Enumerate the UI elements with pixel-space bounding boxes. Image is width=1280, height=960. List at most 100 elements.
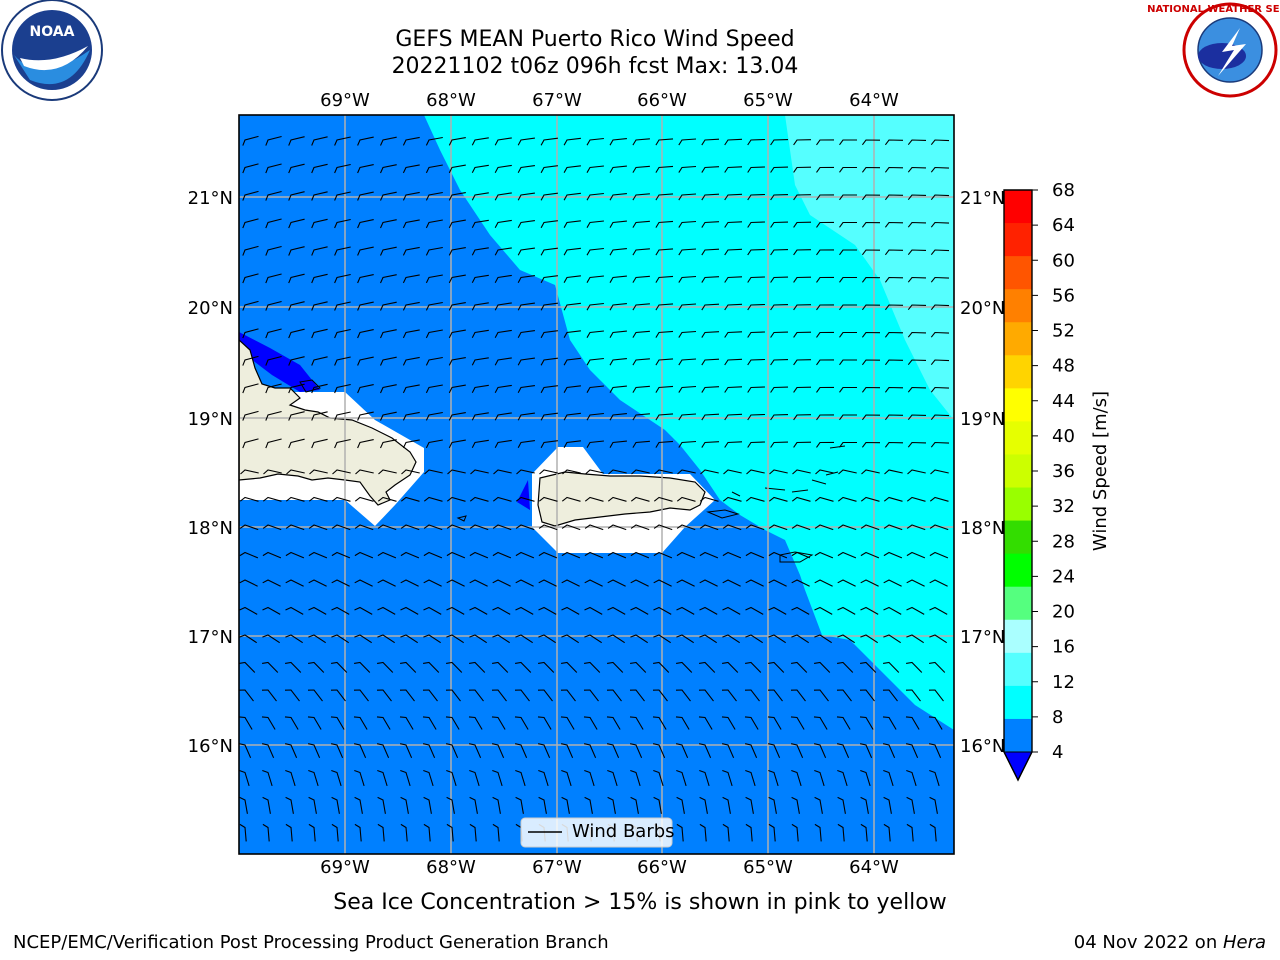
noaa-logo-text: NOAA bbox=[30, 24, 75, 40]
wind-barb bbox=[791, 769, 802, 787]
wind-barb bbox=[517, 192, 535, 201]
wind-barb bbox=[791, 796, 800, 814]
wind-barb bbox=[837, 661, 854, 673]
wind-barb bbox=[678, 275, 697, 283]
wind-barb bbox=[538, 579, 557, 587]
wind-barb bbox=[425, 219, 443, 229]
wind-fill-12-16 bbox=[785, 115, 954, 420]
wind-barb bbox=[354, 661, 371, 673]
wind-barb bbox=[354, 524, 374, 531]
wind-barb bbox=[768, 634, 787, 644]
wind-barb bbox=[334, 191, 351, 201]
lon-label: 66°W bbox=[637, 857, 687, 878]
wind-barb bbox=[907, 441, 927, 448]
wind-barb bbox=[357, 191, 374, 201]
wind-barb bbox=[400, 524, 420, 531]
wind-barb bbox=[262, 579, 281, 587]
wind-barb bbox=[767, 689, 783, 702]
wind-barb bbox=[517, 220, 535, 229]
wind-barb bbox=[699, 496, 719, 502]
wind-barb bbox=[928, 716, 943, 730]
wind-barb bbox=[607, 796, 616, 814]
wind-barb bbox=[448, 302, 466, 311]
wind-barb bbox=[468, 716, 483, 730]
wind-barb bbox=[586, 275, 604, 283]
wind-barb bbox=[402, 384, 420, 394]
wind-barb bbox=[425, 439, 443, 449]
wind-barb bbox=[379, 439, 397, 449]
wind-barb bbox=[357, 301, 374, 311]
wind-barb bbox=[678, 413, 697, 421]
wind-barb bbox=[400, 551, 420, 559]
wind-barb bbox=[907, 414, 927, 421]
wind-barb bbox=[861, 276, 881, 283]
footer-machine: Hera bbox=[1222, 932, 1266, 953]
wind-barb bbox=[262, 634, 281, 644]
wind-barb bbox=[837, 496, 857, 502]
wind-barb bbox=[307, 716, 322, 730]
wind-barb bbox=[906, 551, 926, 559]
wind-barb bbox=[494, 137, 512, 146]
wind-barb bbox=[930, 386, 950, 393]
wind-barb bbox=[701, 138, 720, 146]
wind-barb bbox=[882, 743, 896, 759]
wind-barb bbox=[724, 413, 743, 421]
wind-barb bbox=[793, 139, 812, 146]
wind-barb bbox=[423, 551, 443, 559]
wind-barb bbox=[562, 469, 581, 475]
wind-barb bbox=[747, 138, 766, 146]
wind-barb bbox=[540, 302, 558, 311]
wind-barb bbox=[907, 139, 927, 146]
wind-barb bbox=[262, 769, 273, 787]
wind-barb bbox=[930, 469, 949, 475]
wind-barb bbox=[265, 163, 282, 174]
colorbar-tick-label: 56 bbox=[1052, 285, 1075, 306]
wind-barb bbox=[239, 661, 256, 673]
wind-barb bbox=[242, 218, 259, 229]
wind-barb bbox=[402, 329, 420, 339]
wind-barb bbox=[699, 796, 708, 814]
lat-label: 17°N bbox=[960, 627, 1005, 648]
wind-barb bbox=[883, 769, 894, 787]
wind-barb bbox=[262, 823, 270, 842]
wind-barb bbox=[377, 661, 394, 673]
colorbar-swatch bbox=[1004, 421, 1032, 455]
colorbar-frame bbox=[1003, 189, 1033, 782]
wind-barb bbox=[540, 357, 558, 366]
wind-barb bbox=[354, 634, 373, 644]
wind-barb bbox=[377, 606, 396, 615]
wind-barb bbox=[425, 191, 443, 201]
wind-barb bbox=[678, 138, 697, 146]
wind-barb bbox=[584, 769, 595, 787]
colorbar-tick-label: 40 bbox=[1052, 426, 1075, 447]
wind-barb bbox=[701, 248, 720, 256]
wind-barb bbox=[629, 689, 645, 702]
wind-barb bbox=[791, 661, 808, 673]
wind-barb bbox=[334, 163, 351, 174]
wind-barb bbox=[448, 412, 466, 421]
wind-barb bbox=[861, 441, 881, 448]
wind-barb bbox=[492, 496, 512, 502]
wind-barb bbox=[906, 524, 926, 531]
lat-label: 19°N bbox=[188, 409, 233, 430]
wind-barb bbox=[653, 551, 673, 559]
wind-barb bbox=[839, 276, 857, 283]
wind-barb bbox=[307, 689, 323, 702]
wind-barb bbox=[471, 329, 489, 339]
wind-barb bbox=[265, 410, 282, 421]
wind-barb bbox=[655, 275, 674, 283]
wind-barb bbox=[859, 743, 873, 759]
colorbar-swatch bbox=[1004, 454, 1032, 489]
wind-barb bbox=[677, 469, 696, 475]
wind-barb bbox=[770, 139, 789, 146]
wind-barb bbox=[884, 276, 904, 283]
wind-barb bbox=[905, 689, 921, 702]
wind-barb bbox=[586, 330, 604, 338]
lat-label: 17°N bbox=[188, 627, 233, 648]
wind-barb bbox=[655, 330, 674, 338]
wind-barb bbox=[839, 194, 857, 201]
wind-barb bbox=[422, 716, 437, 730]
wind-barb bbox=[653, 579, 672, 587]
wind-barb bbox=[471, 302, 489, 311]
wind-barb bbox=[814, 551, 834, 559]
